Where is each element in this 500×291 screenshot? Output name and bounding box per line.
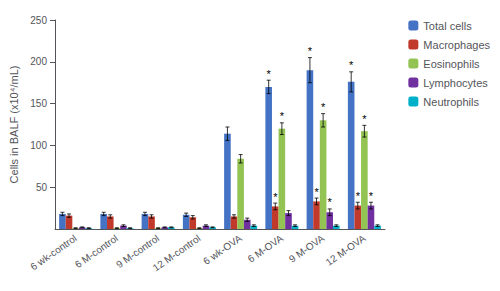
svg-text:12 M-OVA: 12 M-OVA: [324, 232, 368, 268]
svg-text:150: 150: [30, 98, 47, 109]
svg-text:*: *: [362, 113, 367, 125]
svg-text:Cells in BALF (x10⁴/mL): Cells in BALF (x10⁴/mL): [8, 66, 20, 184]
svg-text:12 M-control: 12 M-control: [151, 232, 203, 273]
svg-text:250: 250: [30, 15, 47, 26]
svg-text:*: *: [308, 45, 313, 57]
svg-text:6 wk-control: 6 wk-control: [28, 232, 78, 272]
svg-text:9 M-control: 9 M-control: [114, 232, 162, 271]
svg-text:9 M-OVA: 9 M-OVA: [287, 232, 327, 264]
svg-text:Total cells: Total cells: [423, 20, 472, 32]
svg-text:6 M-OVA: 6 M-OVA: [246, 232, 286, 264]
svg-text:Lymphocytes: Lymphocytes: [423, 77, 488, 89]
svg-text:Neutrophils: Neutrophils: [423, 96, 479, 108]
svg-text:Macrophages: Macrophages: [423, 39, 490, 51]
svg-text:*: *: [356, 190, 361, 202]
svg-text:50: 50: [36, 182, 48, 193]
svg-text:Eosinophils: Eosinophils: [423, 58, 480, 70]
svg-text:100: 100: [30, 140, 47, 151]
svg-text:*: *: [273, 191, 278, 203]
svg-text:6 M-control: 6 M-control: [73, 232, 120, 270]
svg-text:200: 200: [30, 56, 47, 67]
svg-text:*: *: [280, 110, 285, 122]
svg-text:*: *: [267, 68, 272, 80]
svg-text:*: *: [369, 190, 374, 202]
svg-text:6 wk-OVA: 6 wk-OVA: [201, 232, 244, 267]
svg-text:*: *: [328, 196, 333, 208]
svg-text:*: *: [314, 186, 319, 198]
svg-text:*: *: [321, 101, 326, 113]
svg-text:*: *: [349, 59, 354, 71]
